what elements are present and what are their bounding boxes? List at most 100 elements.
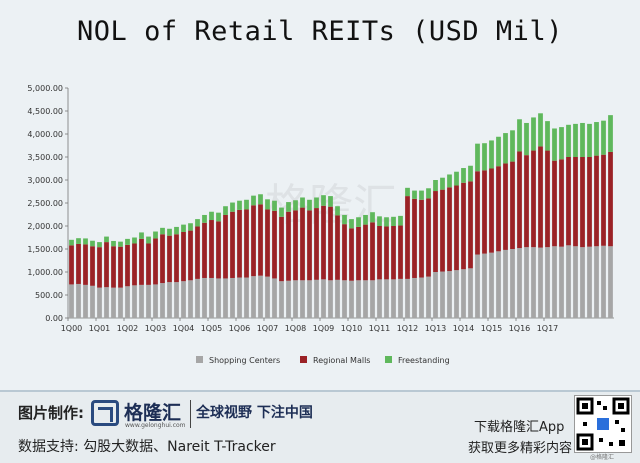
bar-segment: [216, 278, 221, 318]
bar-segment: [342, 214, 347, 225]
bar-segment: [580, 122, 585, 157]
bar-segment: [97, 247, 102, 288]
brand-logo-icon: [91, 400, 119, 426]
bar-segment: [342, 224, 347, 281]
bar-segment: [538, 146, 543, 248]
bar-segment: [391, 226, 396, 280]
bar-segment: [132, 243, 137, 286]
bar-segment: [160, 283, 165, 318]
bars: [69, 113, 613, 318]
bar-segment: [573, 157, 578, 247]
bar-segment: [118, 287, 123, 318]
bar-segment: [237, 209, 242, 278]
legend-swatch: [196, 356, 203, 363]
y-tick-label: 1,500.00: [27, 245, 63, 254]
bar-segment: [363, 224, 368, 281]
y-tick-label: 2,500.00: [27, 199, 63, 208]
bar-segment: [293, 200, 298, 211]
y-tick-label: 5,000.00: [27, 84, 63, 93]
bar-segment: [426, 276, 431, 318]
x-tick-label: 1Q09: [313, 324, 335, 333]
bar-segment: [377, 216, 382, 226]
bar-segment: [139, 232, 144, 239]
x-tick-label: 1Q17: [537, 324, 559, 333]
bar-segment: [461, 269, 466, 318]
bar-segment: [90, 240, 95, 247]
bar-segment: [307, 199, 312, 211]
bar-segment: [279, 207, 284, 217]
bar-segment: [244, 277, 249, 318]
legend-swatch: [385, 356, 392, 363]
bar-segment: [594, 122, 599, 156]
bar-segment: [139, 238, 144, 285]
bar-segment: [510, 249, 515, 318]
bar-segment: [321, 205, 326, 280]
x-tick-label: 1Q12: [397, 324, 419, 333]
bar-segment: [468, 181, 473, 269]
bar-segment: [531, 117, 536, 151]
bar-segment: [482, 170, 487, 254]
bar-segment: [195, 278, 200, 318]
bar-segment: [335, 206, 340, 216]
bar-segment: [314, 279, 319, 318]
bar-segment: [69, 239, 74, 246]
bar-segment: [552, 128, 557, 161]
bar-segment: [153, 231, 158, 239]
bar-segment: [251, 195, 256, 206]
bar-segment: [510, 130, 515, 162]
bar-segment: [447, 174, 452, 188]
bar-segment: [594, 246, 599, 318]
bar-segment: [573, 123, 578, 157]
bar-segment: [342, 280, 347, 318]
data-source: 数据支持: 勾股大数据、Nareit T-Tracker: [18, 439, 276, 455]
qr-code-icon[interactable]: [574, 395, 632, 453]
legend: Shopping Centers Regional Malls Freestandi…: [196, 356, 450, 365]
download-app-text: 下载格隆汇App: [474, 420, 565, 435]
bar-segment: [209, 277, 214, 318]
bar-segment: [608, 115, 613, 152]
bar-segment: [230, 211, 235, 278]
brand-name: 格隆汇: [124, 402, 182, 424]
bar-segment: [510, 161, 515, 249]
bar-segment: [405, 196, 410, 279]
bar-segment: [552, 246, 557, 318]
bar-segment: [377, 226, 382, 280]
bar-segment: [468, 268, 473, 318]
bar-segment: [545, 121, 550, 151]
bar-segment: [209, 220, 214, 278]
bar-segment: [566, 124, 571, 157]
bar-segment: [405, 187, 410, 197]
bar-segment: [503, 163, 508, 250]
footer: 图片制作: 格隆汇 www.gelonghui.com 全球视野 下注中国 数据…: [0, 390, 640, 463]
bar-segment: [76, 238, 81, 244]
bar-segment: [104, 287, 109, 318]
bar-segment: [174, 234, 179, 283]
bar-segment: [328, 280, 333, 318]
bar-segment: [181, 281, 186, 318]
bar-segment: [160, 234, 165, 284]
bar-segment: [202, 222, 207, 278]
bar-segment: [496, 166, 501, 252]
bar-segment: [580, 157, 585, 248]
bar-segment: [188, 280, 193, 318]
bar-segment: [230, 202, 235, 212]
bar-segment: [272, 278, 277, 318]
bar-segment: [608, 151, 613, 247]
bar-segment: [552, 160, 557, 247]
bar-segment: [328, 196, 333, 207]
bar-segment: [489, 140, 494, 169]
bar-segment: [104, 242, 109, 288]
bar-segment: [601, 245, 606, 318]
bar-segment: [174, 226, 179, 235]
bar-segment: [188, 230, 193, 281]
bar-segment: [167, 282, 172, 318]
bar-segment: [300, 280, 305, 318]
bar-segment: [384, 279, 389, 318]
bar-segment: [335, 215, 340, 280]
bar-segment: [216, 212, 221, 222]
bar-segment: [545, 247, 550, 318]
bar-segment: [125, 244, 130, 287]
bar-segment: [244, 199, 249, 210]
bar-segment: [146, 284, 151, 318]
bar-segment: [531, 150, 536, 248]
